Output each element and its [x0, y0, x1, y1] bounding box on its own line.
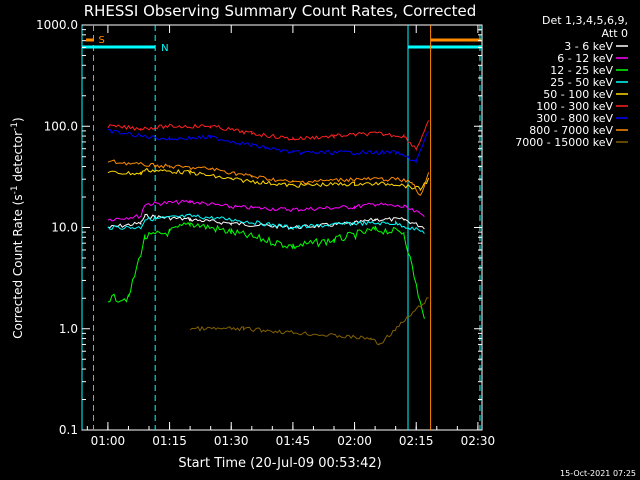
series-line-3	[107, 221, 425, 319]
series-line-2	[107, 199, 425, 222]
series-line-9	[189, 297, 429, 346]
series-line-6	[107, 120, 430, 152]
chart-title: RHESSI Observing Summary Count Rates, Co…	[84, 2, 477, 20]
footer-timestamp: 15-Oct-2021 07:25	[560, 469, 636, 478]
y-tick-label-2: 100.0	[44, 119, 78, 133]
y-tick-label-1: 1000.0	[36, 18, 78, 32]
x-axis-label: Start Time (20-Jul-09 00:53:42)	[178, 456, 381, 471]
y-tick-label-5: 0.1	[59, 423, 78, 437]
x-tick-label-2: 01:15	[152, 434, 187, 448]
legend-entry-6: 100 - 300 keV	[536, 100, 613, 113]
x-tick-label-1: 01:00	[91, 434, 126, 448]
x-tick-label-5: 02:00	[337, 434, 372, 448]
legend-entry-5: 50 - 100 keV	[543, 88, 613, 101]
ticks-layer: 01:00 01:15 01:30 01:45 02:00 02:15 02:30 1000.…	[36, 18, 495, 448]
series-line-4	[107, 213, 425, 234]
series-layer	[107, 120, 430, 346]
legend-header-line-1: Det 1,3,4,5,6,9,	[542, 14, 628, 27]
legend-entry-8: 800 - 7000 keV	[529, 124, 613, 137]
legend-entry-2: 6 - 12 keV	[557, 52, 613, 65]
series-line-8	[107, 159, 430, 196]
legend-entry-4: 25 - 50 keV	[550, 76, 613, 89]
legend-entry-1: 3 - 6 keV	[564, 40, 613, 53]
plot-area: SN	[81, 24, 483, 431]
saa-annotation: S	[99, 35, 105, 46]
series-line-5	[107, 167, 430, 192]
x-tick-label-7: 02:30	[461, 434, 496, 448]
legend-header-line-2: Att 0	[602, 27, 628, 40]
y-tick-label-4: 1.0	[59, 322, 78, 336]
night-annotation: N	[161, 43, 168, 54]
series-line-7	[107, 128, 429, 164]
y-tick-label-3: 10.0	[51, 221, 78, 235]
plot-frame	[81, 24, 483, 431]
x-tick-label-6: 02:15	[399, 434, 434, 448]
x-tick-label-4: 01:45	[276, 434, 311, 448]
x-tick-label-3: 01:30	[214, 434, 249, 448]
y-axis-label: Corrected Count Rate (s-1 detector-1)	[10, 117, 25, 338]
legend-entry-7: 300 - 800 keV	[536, 112, 613, 125]
legend-entry-9: 7000 - 15000 keV	[515, 136, 613, 149]
legend-entry-3: 12 - 25 keV	[550, 64, 613, 77]
